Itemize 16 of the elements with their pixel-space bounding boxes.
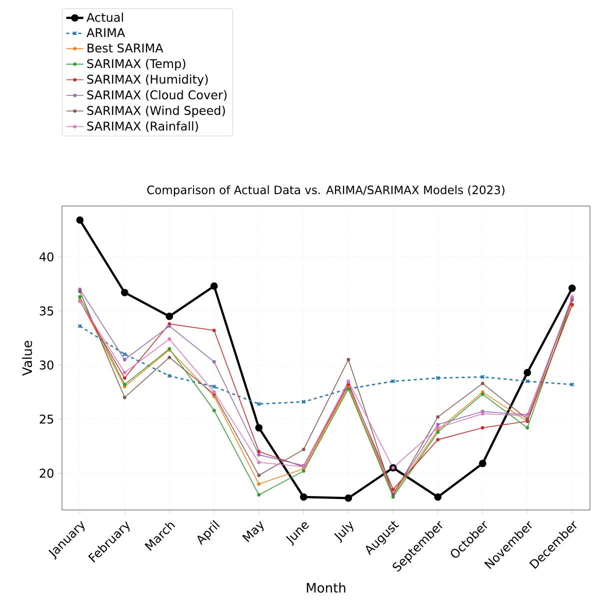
y-axis-title: Value [22,340,32,376]
legend-label: Actual [86,12,123,22]
legend-label: Best SARIMA [88,43,164,53]
y-tick-label: 20 [40,468,54,478]
x-axis-title: Month [306,582,346,593]
legend-label: SARIMAX (Temp) [87,58,186,70]
legend-label: SARIMAX (Rainfall) [87,121,198,132]
legend-label: ARIMA [86,28,126,37]
chart-title: Comparison of Actual Data vs. ARIMA/SARIMAX Models (2023) [147,185,504,196]
legend-label: SARIMAX (Wind Speed) [87,106,225,118]
legend-label: SARIMAX (Cloud Cover) [87,90,227,101]
y-tick-label: 25 [40,414,54,424]
y-tick-label: 30 [40,360,54,370]
legend-label: SARIMAX (Humidity) [87,74,208,86]
y-tick-label: 35 [40,306,54,316]
y-tick-label: 40 [40,252,54,262]
